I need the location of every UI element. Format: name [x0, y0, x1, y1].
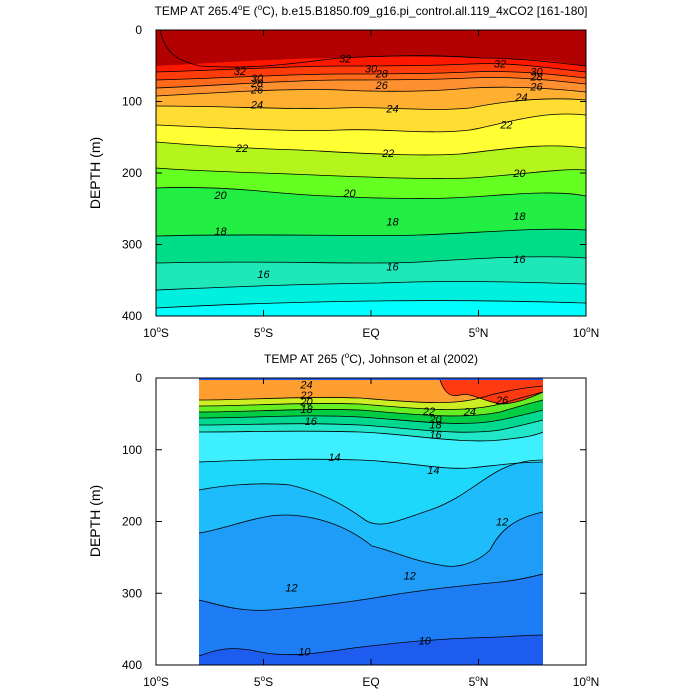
- top-contour-label: 28: [529, 71, 543, 83]
- bottom-xtick-label: 10oS: [143, 674, 169, 689]
- bottom-contour-label: 20: [299, 397, 313, 409]
- bottom-contour-label: 14: [427, 465, 439, 477]
- top-ytick-label: 100: [122, 95, 142, 109]
- top-contour-label: 32: [339, 54, 351, 66]
- bottom-contour-lines: [198, 379, 544, 657]
- top-contour-label: 16: [257, 269, 270, 281]
- top-ylabel: DEPTH (m): [87, 137, 103, 209]
- top-ytick-label: 0: [135, 23, 142, 37]
- bottom-xtick-label: 5oN: [469, 674, 489, 689]
- top-contour-label: 24: [250, 99, 263, 111]
- top-contour-label: 26: [250, 84, 264, 96]
- bottom-xtick-label: 5oS: [254, 674, 273, 689]
- top-contour-label: 22: [381, 148, 394, 160]
- top-contour-label: 18: [386, 217, 399, 229]
- bottom-ylabel: DEPTH (m): [87, 485, 103, 557]
- top-contour-label: 24: [514, 92, 527, 104]
- top-contour-label: 28: [250, 78, 264, 90]
- bottom-contour-label: 18: [300, 404, 313, 416]
- top-xtick-label: 5oN: [469, 325, 489, 340]
- bottom-contour-label: 16: [305, 416, 318, 428]
- top-xtick-label: 10oS: [143, 325, 169, 340]
- bottom-ytick-label: 200: [122, 515, 142, 529]
- bottom-filled-contours: [198, 378, 544, 665]
- top-contour-label: 32: [234, 66, 246, 78]
- top-ytick-label: 300: [122, 238, 142, 252]
- top-contour-label: 16: [513, 254, 526, 266]
- bottom-ytick-label: 100: [122, 443, 142, 457]
- top-contour-label: 32: [494, 59, 506, 71]
- bottom-contour-label: 24: [299, 379, 312, 391]
- top-contour-label: 20: [342, 188, 356, 200]
- top-filled-contours: [156, 30, 586, 316]
- top-contour-label: 30: [365, 64, 378, 76]
- top-contour-label: 26: [529, 81, 543, 93]
- top-contour-label: 30: [530, 66, 543, 78]
- bottom-contour-label: 26: [495, 395, 509, 407]
- top-contour-label: 18: [214, 226, 227, 238]
- top-contour-label: 28: [375, 69, 389, 81]
- bottom-ytick-label: 300: [122, 586, 142, 600]
- top-chart-title: TEMP AT 265.4oE (oC), b.e15.B1850.f09_g1…: [155, 3, 588, 18]
- bottom-contour-label: 20: [428, 414, 442, 426]
- top-contour-label: 26: [375, 80, 389, 92]
- bottom-contour-label: 12: [496, 517, 508, 529]
- bottom-contour-label: 12: [404, 570, 416, 582]
- top-contour-label: 30: [251, 73, 264, 85]
- top-contour-labels: 3230282624222018163230282624222018163230…: [213, 54, 543, 281]
- top-contour-label: 24: [385, 104, 398, 116]
- top-contour-label: 16: [386, 262, 399, 274]
- bottom-xtick-label: EQ: [362, 675, 379, 689]
- bottom-contour-label: 22: [422, 406, 435, 418]
- bottom-contour-label: 10: [419, 636, 432, 648]
- top-contour-label: 18: [513, 211, 526, 223]
- bottom-contour-label: 14: [328, 452, 340, 464]
- top-xtick-label: 10oN: [573, 325, 599, 340]
- bottom-ytick-label: 0: [135, 371, 142, 385]
- top-contour-label: 20: [213, 190, 227, 202]
- bottom-ytick-label: 400: [122, 658, 142, 672]
- top-contour-label: 22: [235, 143, 248, 155]
- bottom-contour-label: 10: [298, 646, 311, 658]
- bottom-chart-title: TEMP AT 265 (oC), Johnson et al (2002): [264, 351, 478, 366]
- top-xtick-label: EQ: [362, 326, 379, 340]
- bottom-contour-label: 22: [299, 390, 312, 402]
- top-contour-label: 22: [499, 119, 512, 131]
- bottom-contour-label: 18: [429, 420, 442, 432]
- bottom-contour-label: 24: [463, 407, 476, 419]
- bottom-contour-label: 16: [429, 430, 442, 442]
- bottom-contour-label: 12: [285, 583, 297, 595]
- bottom-xtick-label: 10oN: [573, 674, 599, 689]
- top-xtick-label: 5oS: [254, 325, 273, 340]
- top-ytick-label: 200: [122, 166, 142, 180]
- top-ytick-label: 400: [122, 309, 142, 323]
- top-contour-label: 20: [512, 168, 526, 180]
